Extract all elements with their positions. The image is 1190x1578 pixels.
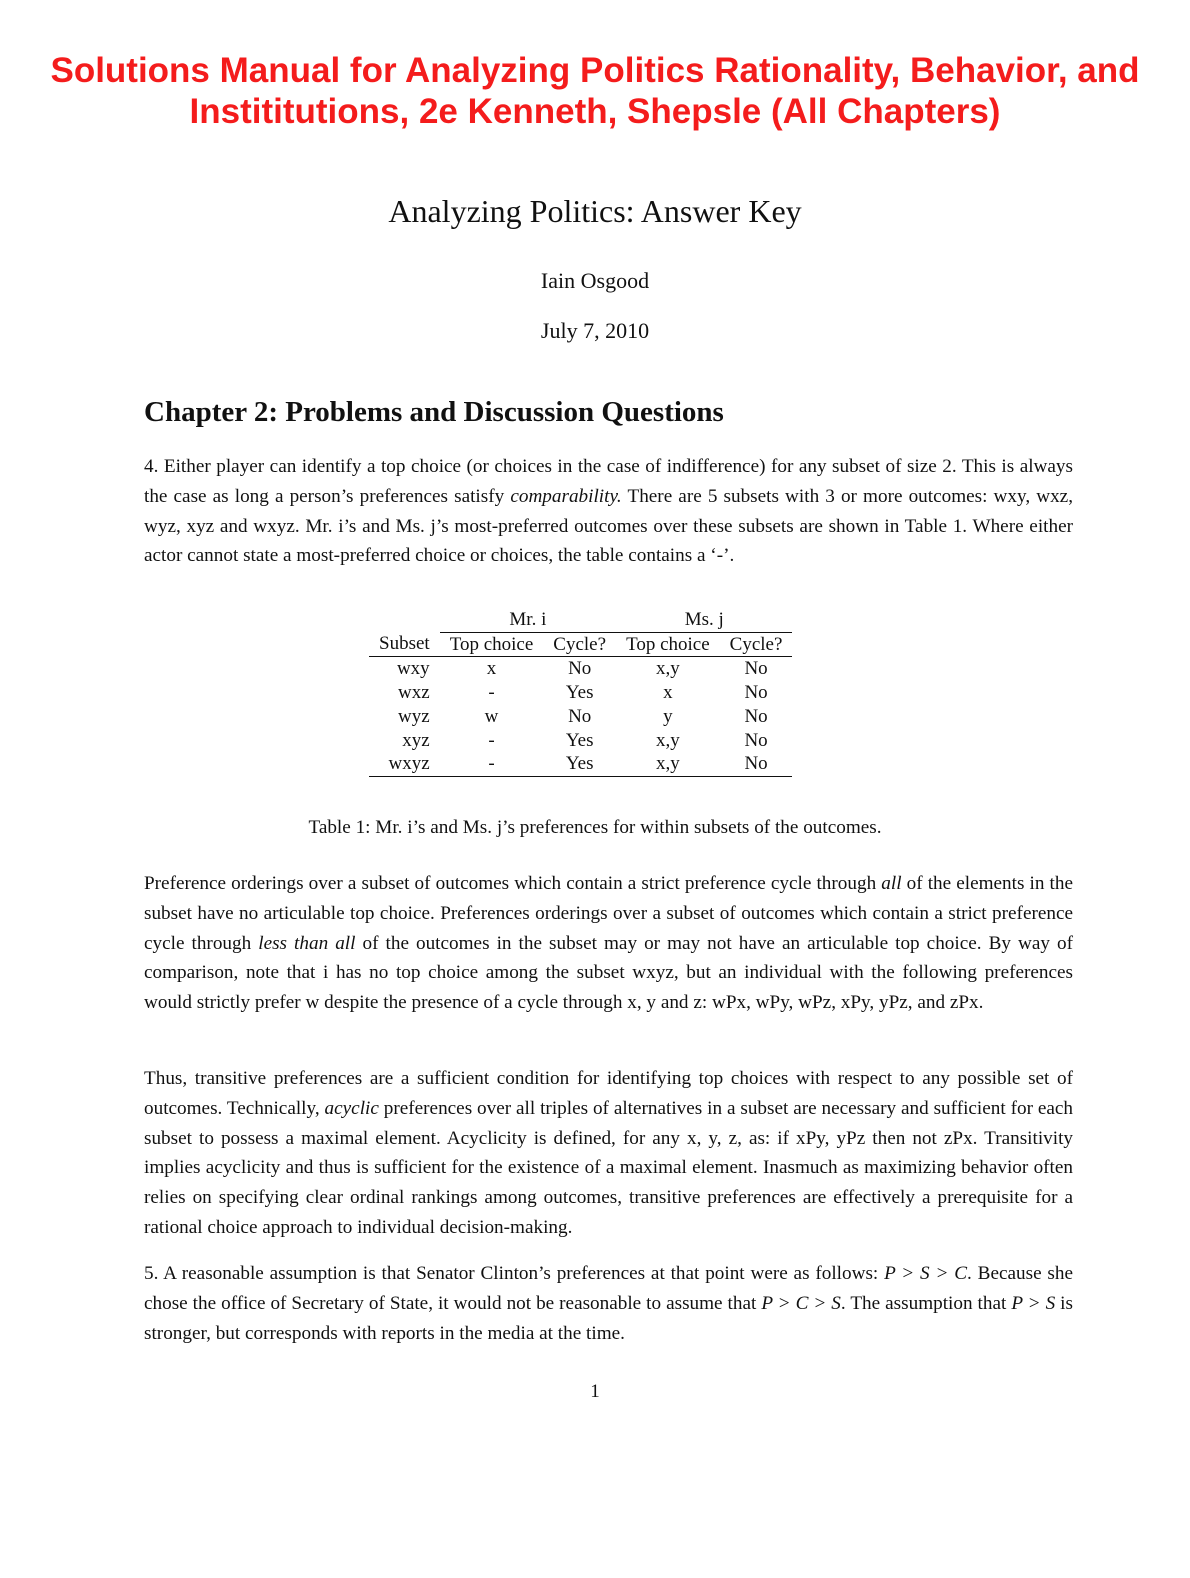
text-segment: Thus, transitive preferences are a suffi…	[144, 1068, 1073, 1119]
table-cell: w	[484, 705, 499, 727]
table-cell: wxy	[396, 658, 430, 680]
table-cell: Yes	[565, 729, 594, 751]
text-segment: Preference orderings over a subset of ou…	[144, 873, 882, 894]
table-cell: No	[744, 658, 768, 680]
text-segment: is stronger, but corresponds with report…	[144, 1292, 1073, 1344]
paragraph-cycles: Preference orderings over a subset of ou…	[144, 869, 1073, 1018]
table-cell: No	[744, 682, 768, 704]
column-header: Top choice	[626, 633, 710, 655]
table-cell: x,y	[655, 729, 680, 751]
text-segment: There are 5 subsets with 3 or more outco…	[144, 485, 1073, 567]
table-row: wyz w No y No	[369, 705, 792, 729]
text-segment: 4. Either player can identify a top choi…	[144, 456, 1073, 507]
banner-line-2: Instititutions, 2e Kenneth, Shepsle (All…	[189, 92, 1001, 131]
table-row: wxy x No x,y No	[369, 657, 792, 681]
emphasis-text: P > S	[1011, 1292, 1056, 1314]
table-cell: -	[488, 729, 495, 751]
text-segment: preferences over all triples of alternat…	[144, 1097, 1073, 1238]
table-cell: -	[488, 682, 495, 704]
text-segment: 5. A reasonable assumption is that Senat…	[144, 1263, 885, 1284]
table-caption: Table 1: Mr. i’s and Ms. j’s preferences…	[308, 817, 882, 838]
emphasis-text: comparability.	[510, 485, 622, 507]
group-mr-i: Mr. i	[439, 608, 617, 633]
table-cell: -	[488, 753, 495, 775]
date: July 7, 2010	[540, 318, 650, 343]
document-title: Analyzing Politics: Answer Key	[388, 193, 802, 229]
text-segment: of the elements in the subset have no ar…	[144, 873, 1073, 954]
emphasis-text: acyclic	[324, 1097, 379, 1119]
table-cell: x	[663, 682, 673, 704]
page-number: 1	[590, 1381, 600, 1402]
column-header: Cycle?	[729, 633, 783, 655]
group-ms-j: Ms. j	[616, 608, 793, 633]
table-header-row: Subset Top choice Cycle? Top choice Cycle?	[369, 632, 793, 657]
red-banner-title: Solutions Manual for Analyzing Politics …	[0, 50, 1190, 132]
text-segment: . The assumption that	[840, 1292, 1012, 1314]
emphasis-text: P > C > S	[761, 1292, 841, 1314]
table-cell: wxz	[398, 682, 430, 704]
table-cell: x,y	[655, 658, 680, 680]
column-header: Cycle?	[553, 633, 607, 655]
table-cell: wxyz	[388, 753, 430, 775]
table-cell: x,y	[655, 753, 680, 775]
chapter-heading: Chapter 2: Problems and Discussion Quest…	[144, 396, 724, 428]
table-cell: No	[744, 705, 768, 727]
table-cell: Yes	[565, 682, 594, 704]
paragraph-question-5: 5. A reasonable assumption is that Senat…	[144, 1259, 1073, 1348]
emphasis-text: all	[881, 873, 902, 894]
text-segment: of the outcomes in the subset may or may…	[144, 932, 1073, 1014]
column-header: Top choice	[449, 633, 534, 655]
author: Iain Osgood	[540, 268, 650, 293]
table-cell: No	[744, 729, 768, 751]
table-cell: No	[568, 658, 592, 680]
table-cell: No	[744, 753, 768, 775]
table-cell: No	[568, 705, 592, 727]
emphasis-text: P > S > C	[884, 1263, 968, 1284]
column-header: Subset	[379, 633, 430, 655]
text-segment: . Because she chose the office of Secret…	[144, 1263, 1073, 1314]
table-row: xyz - Yes x,y No	[369, 729, 792, 753]
table-cell: wyz	[398, 705, 430, 727]
table-row: wxz - Yes x No	[369, 681, 792, 705]
table-1: Mr. i Ms. j Subset Top choice Cycle? Top ch…	[369, 608, 793, 777]
table-cell: x	[486, 658, 497, 680]
table-cell: Yes	[565, 753, 594, 775]
banner-line-1: Solutions Manual for Analyzing Politics …	[50, 51, 1140, 90]
table-row: wxyz - Yes x,y No	[369, 752, 792, 776]
paragraph-transitivity: Thus, transitive preferences are a suffi…	[144, 1064, 1073, 1243]
emphasis-text: less than all	[258, 932, 356, 954]
paragraph-question-4: 4. Either player can identify a top choi…	[144, 452, 1073, 571]
table-cell: y	[663, 705, 673, 727]
table-cell: xyz	[402, 729, 430, 751]
